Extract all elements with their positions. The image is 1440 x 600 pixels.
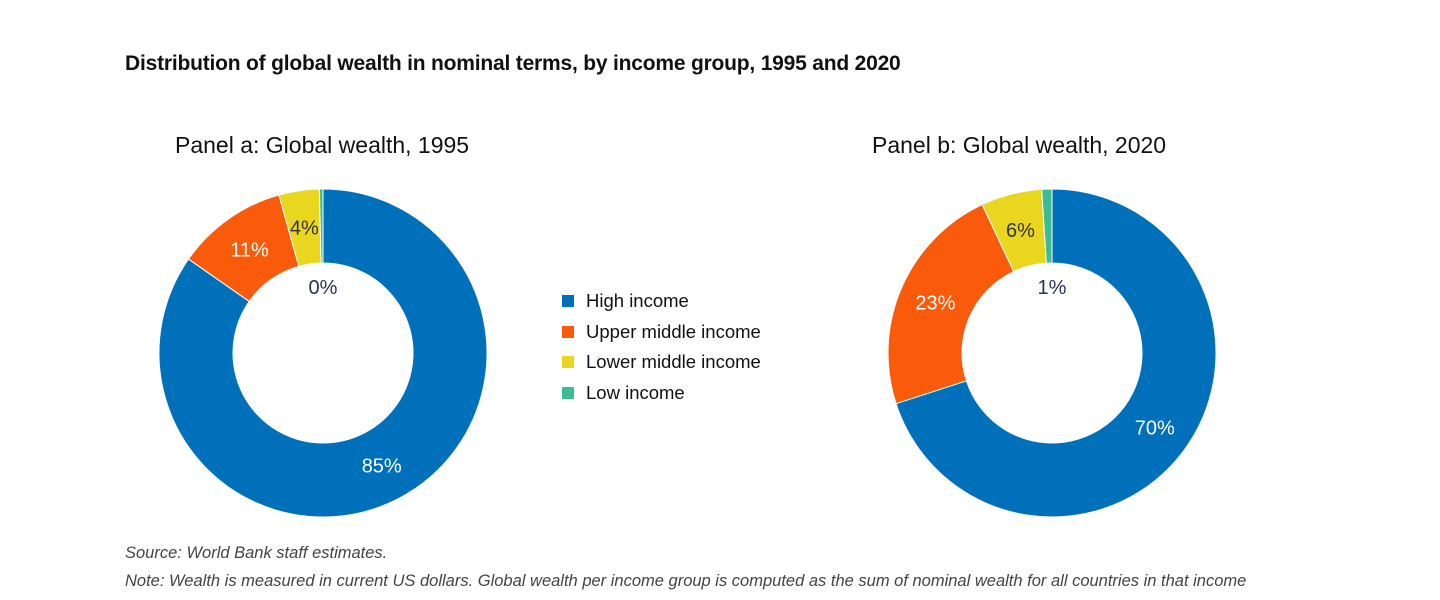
donut-chart-1995: 85% 11% 4% 0% [158,188,488,518]
legend-item-upper-middle-income: Upper middle income [562,317,761,348]
chart-title: Distribution of global wealth in nominal… [125,52,901,75]
data-label-low-income: 0% [309,277,338,299]
data-label-upper-middle-income: 23% [915,293,955,315]
data-label-lower-middle-income: 6% [1006,220,1035,242]
data-label-low-income: 1% [1038,277,1067,299]
legend-item-low-income: Low income [562,378,761,409]
legend: High income Upper middle income Lower mi… [562,286,761,408]
legend-item-high-income: High income [562,286,761,317]
legend-swatch [562,325,574,338]
slice-high-income [158,188,488,518]
legend-swatch [562,295,574,308]
data-label-high-income: 85% [362,456,402,478]
data-label-upper-middle-income: 11% [230,239,269,261]
panel-b-title: Panel b: Global wealth, 2020 [872,132,1167,158]
donut-chart-2020: 70% 23% 6% 1% [887,188,1217,518]
legend-swatch [562,356,574,369]
panel-a-title: Panel a: Global wealth, 1995 [175,132,470,158]
footnote: Note: Wealth is measured in current US d… [125,572,1247,590]
slice-upper-middle-income [887,203,1015,405]
slice-low-income [318,188,324,264]
source-note: Source: World Bank staff estimates. [125,544,388,562]
legend-item-lower-middle-income: Lower middle income [562,347,761,378]
slice-high-income [895,188,1217,518]
data-label-lower-middle-income: 4% [290,217,319,239]
legend-swatch [562,386,574,399]
slice-low-income [1041,188,1053,264]
data-label-high-income: 70% [1135,418,1175,440]
